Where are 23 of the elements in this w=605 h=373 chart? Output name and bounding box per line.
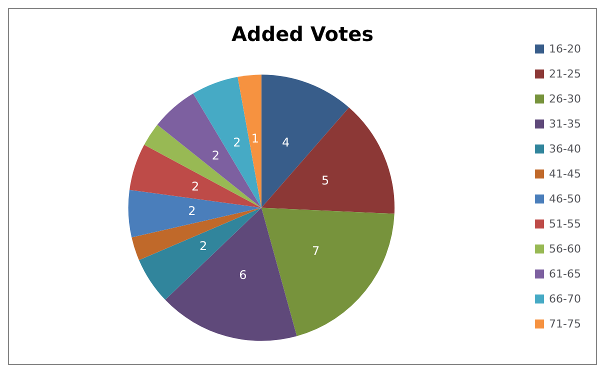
- legend-label: 36-40: [549, 142, 582, 156]
- chart-title: Added Votes: [231, 22, 374, 46]
- data-label: 7: [312, 244, 320, 258]
- legend-label: 66-70: [549, 292, 582, 306]
- legend-label: 31-35: [549, 118, 582, 130]
- legend-label: 26-30: [549, 92, 582, 106]
- data-label: 2: [233, 136, 241, 150]
- legend-label: 46-50: [549, 192, 582, 206]
- legend-label: 51-55: [549, 218, 582, 230]
- data-label: 1: [251, 132, 259, 146]
- data-label: 2: [212, 148, 220, 162]
- legend-label: 61-65: [549, 268, 582, 280]
- legend-label: 41-45: [549, 168, 582, 180]
- legend-label: 21-25: [549, 68, 582, 80]
- data-label: 2: [188, 204, 196, 218]
- data-label: 2: [191, 179, 200, 194]
- legend-label: 56-60: [549, 242, 582, 256]
- data-label: 2: [200, 239, 208, 254]
- data-label: 4: [282, 136, 290, 150]
- data-label: 5: [322, 173, 330, 188]
- legend-label: 16-20: [549, 42, 582, 56]
- data-label: 6: [239, 268, 247, 282]
- legend-label: 71-75: [549, 318, 582, 330]
